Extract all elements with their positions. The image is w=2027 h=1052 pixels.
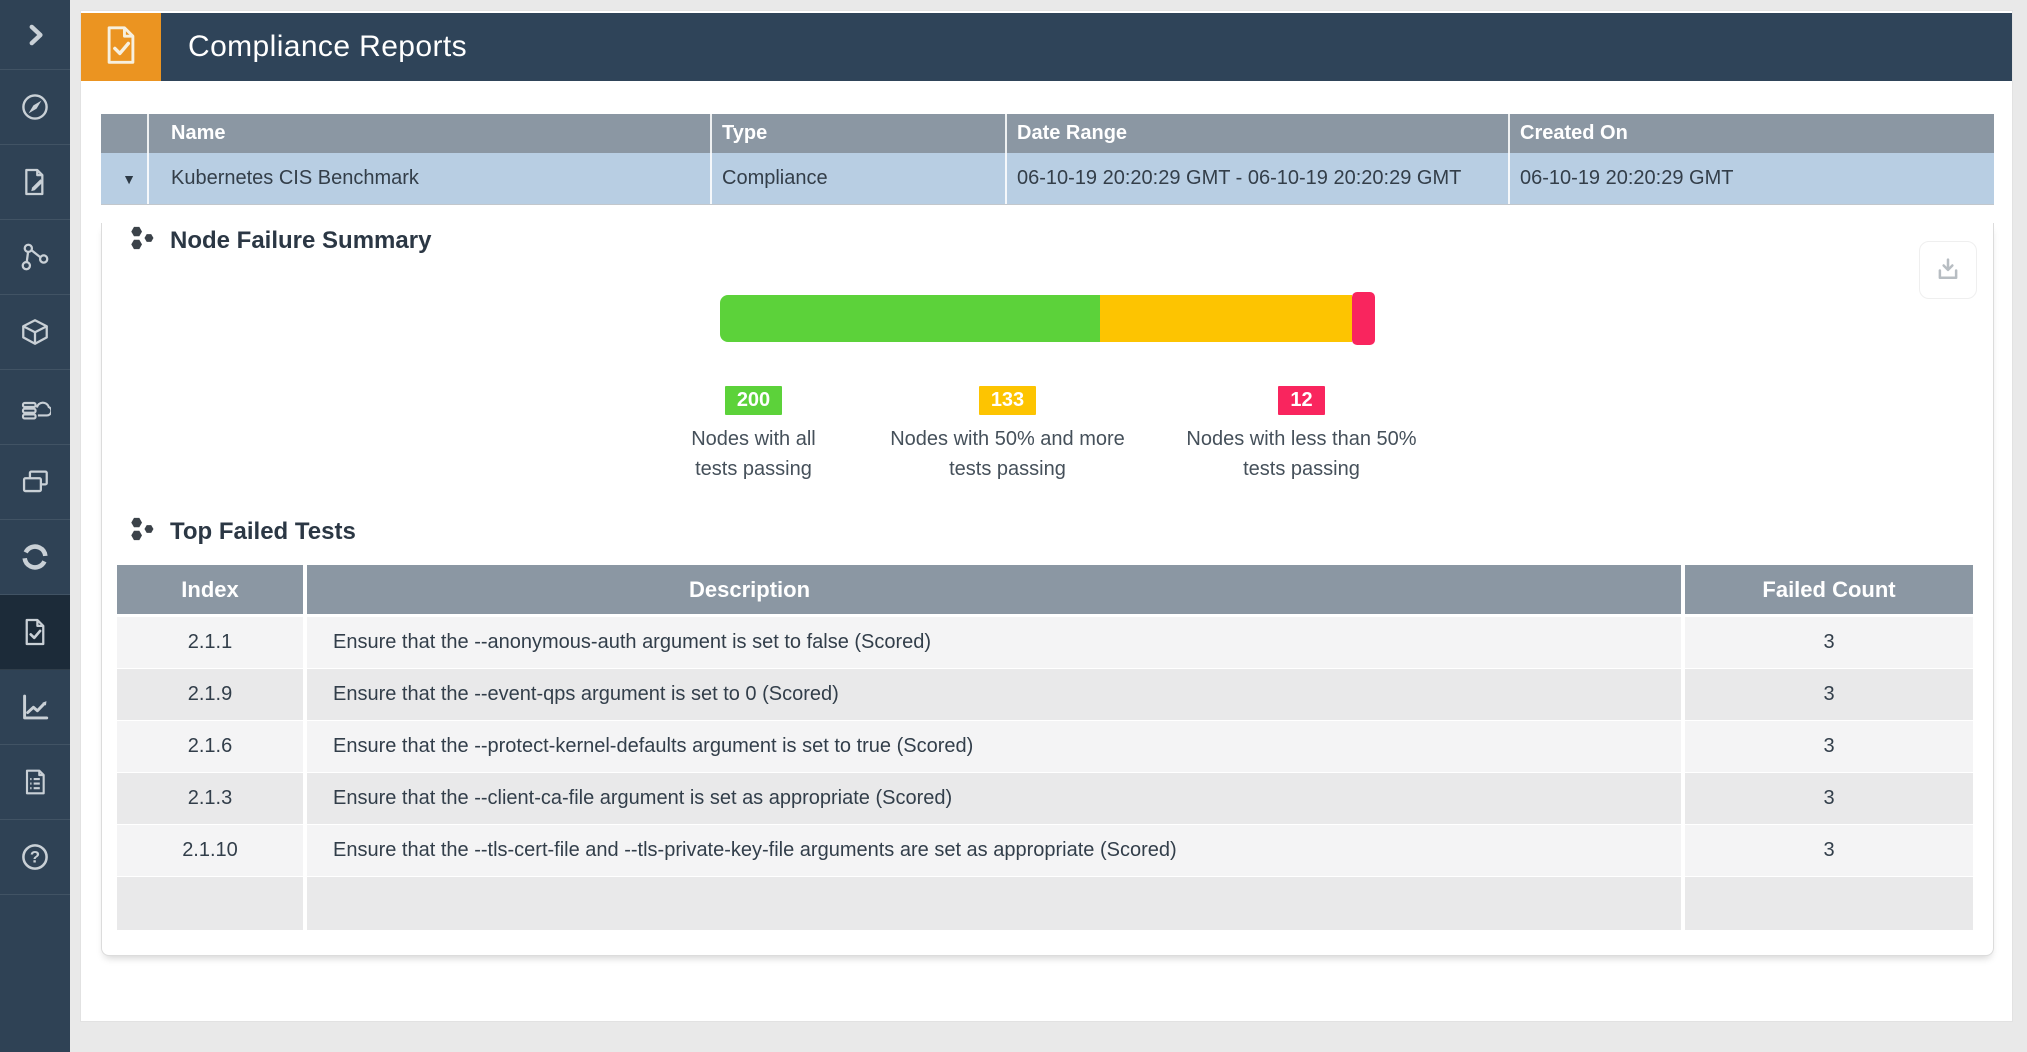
report-name: Kubernetes CIS Benchmark (147, 153, 710, 204)
hexagon-cluster-icon (127, 223, 157, 258)
tests-header-description: Description (307, 565, 1681, 614)
images-icon (19, 466, 51, 498)
help-icon: ? (19, 841, 51, 873)
test-row: 2.1.9 Ensure that the --event-qps argume… (117, 669, 1973, 720)
legend-value-badge: 200 (724, 386, 783, 415)
legend-item-partial: 133 Nodes with 50% and more tests passin… (880, 386, 1136, 484)
reports-header-date-range: Date Range (1005, 114, 1508, 153)
test-description: Ensure that the --anonymous-auth argumen… (307, 617, 1681, 668)
hexagon-cluster-icon (127, 514, 157, 549)
page-title: Compliance Reports (188, 30, 467, 63)
sidebar: ? (0, 0, 70, 1052)
bar-segment-partial (1099, 295, 1353, 342)
node-failure-stacked-bar (720, 292, 1375, 345)
legend-label: Nodes with less than 50% tests passing (1186, 428, 1417, 480)
sidebar-item-images[interactable] (0, 445, 70, 520)
node-failure-summary-heading: Node Failure Summary (127, 223, 1993, 258)
legend-item-passing: 200 Nodes with all tests passing (674, 386, 834, 484)
download-button[interactable] (1919, 241, 1977, 299)
compliance-check-icon (19, 616, 51, 648)
page-header-icon-box (81, 13, 161, 81)
chevron-right-icon (22, 22, 48, 48)
legend-label: Nodes with all tests passing (691, 428, 816, 480)
report-check-icon (98, 22, 144, 73)
sidebar-item-policies[interactable] (0, 145, 70, 220)
reports-header-type: Type (710, 114, 1005, 153)
cube-icon (19, 316, 51, 348)
compass-icon (19, 91, 51, 123)
download-icon (1933, 254, 1963, 287)
top-failed-tests-table: Index Description Failed Count 2.1.1 Ens… (117, 565, 1973, 930)
reports-table: Name Type Date Range Created On ▼ Kubern… (101, 114, 1994, 205)
reports-table-header: Name Type Date Range Created On (101, 114, 1994, 153)
test-failed-count: 3 (1685, 617, 1973, 668)
test-failed-count: 3 (1685, 773, 1973, 824)
test-description: Ensure that the --event-qps argument is … (307, 669, 1681, 720)
tests-header-index: Index (117, 565, 303, 614)
tests-table-body: 2.1.1 Ensure that the --anonymous-auth a… (117, 617, 1973, 930)
test-failed-count: 3 (1685, 669, 1973, 720)
bar-segment-failing (1352, 292, 1375, 345)
test-description: Ensure that the --protect-kernel-default… (307, 721, 1681, 772)
test-row: 2.1.1 Ensure that the --anonymous-auth a… (117, 617, 1973, 668)
expand-arrow-icon[interactable]: ▼ (122, 171, 136, 187)
sidebar-item-help[interactable]: ? (0, 820, 70, 895)
sidebar-item-registries[interactable] (0, 370, 70, 445)
test-index: 2.1.10 (117, 825, 303, 876)
registry-cloud-icon (19, 391, 51, 423)
tests-header-failed-count: Failed Count (1685, 565, 1973, 614)
report-detail-panel: Node Failure Summary 200 Nodes with all … (101, 223, 1994, 956)
sidebar-item-runtime[interactable] (0, 520, 70, 595)
report-row[interactable]: ▼ Kubernetes CIS Benchmark Compliance 06… (101, 153, 1994, 205)
test-index: 2.1.9 (117, 669, 303, 720)
sidebar-item-explore[interactable] (0, 70, 70, 145)
report-type: Compliance (710, 153, 1005, 204)
test-index: 2.1.1 (117, 617, 303, 668)
test-row: 2.1.10 Ensure that the --tls-cert-file a… (117, 825, 1973, 876)
bar-segment-passing (720, 295, 1100, 342)
test-index: 2.1.3 (117, 773, 303, 824)
main-content: Compliance Reports Name Type Date Range … (80, 10, 2013, 1022)
report-list-icon (19, 766, 51, 798)
top-failed-tests-heading: Top Failed Tests (127, 514, 1993, 549)
legend-value-badge: 12 (1278, 386, 1325, 415)
svg-text:?: ? (30, 848, 40, 867)
test-row: 2.1.6 Ensure that the --protect-kernel-d… (117, 721, 1973, 772)
node-failure-legend: 200 Nodes with all tests passing 133 Nod… (102, 386, 1993, 484)
line-chart-icon (19, 691, 51, 723)
test-description: Ensure that the --tls-cert-file and --tl… (307, 825, 1681, 876)
legend-value-badge: 133 (978, 386, 1037, 415)
tests-table-header: Index Description Failed Count (117, 565, 1973, 614)
page-header: Compliance Reports (81, 13, 2012, 81)
test-description: Ensure that the --client-ca-file argumen… (307, 773, 1681, 824)
test-row: 2.1.3 Ensure that the --client-ca-file a… (117, 773, 1973, 824)
document-edit-icon (19, 166, 51, 198)
reports-header-name: Name (147, 114, 710, 153)
section-title: Top Failed Tests (170, 517, 356, 545)
sidebar-item-compliance[interactable] (0, 595, 70, 670)
sidebar-collapse-button[interactable] (0, 0, 70, 70)
legend-item-failing: 12 Nodes with less than 50% tests passin… (1182, 386, 1422, 484)
test-row-empty (117, 877, 1973, 930)
sidebar-item-topology[interactable] (0, 220, 70, 295)
test-index: 2.1.6 (117, 721, 303, 772)
sync-icon (19, 541, 51, 573)
reports-header-expand-cell (101, 114, 147, 153)
sidebar-item-reports[interactable] (0, 745, 70, 820)
legend-label: Nodes with 50% and more tests passing (890, 428, 1125, 480)
topology-icon (19, 241, 51, 273)
report-created-on: 06-10-19 20:20:29 GMT (1508, 153, 1994, 204)
test-failed-count: 3 (1685, 721, 1973, 772)
sidebar-item-analytics[interactable] (0, 670, 70, 745)
reports-header-created-on: Created On (1508, 114, 1994, 153)
report-date-range: 06-10-19 20:20:29 GMT - 06-10-19 20:20:2… (1005, 153, 1508, 204)
sidebar-item-containers[interactable] (0, 295, 70, 370)
page-header-bar: Compliance Reports (161, 13, 2012, 81)
section-title: Node Failure Summary (170, 226, 432, 254)
test-failed-count: 3 (1685, 825, 1973, 876)
